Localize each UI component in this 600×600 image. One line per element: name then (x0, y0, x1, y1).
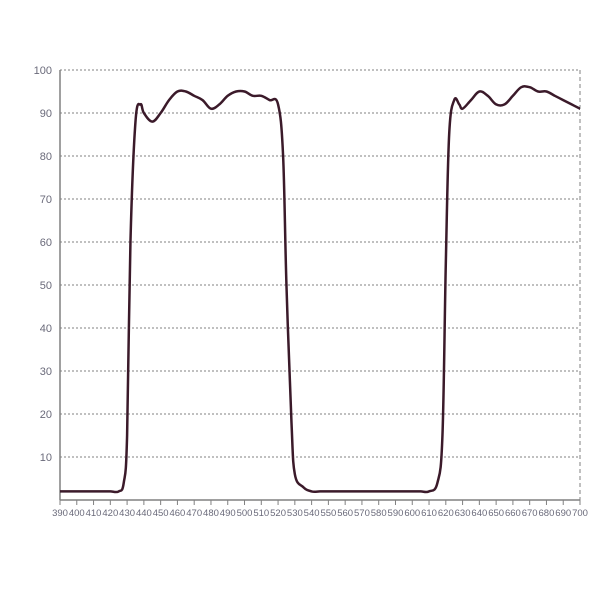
x-tick-label: 410 (86, 508, 102, 519)
y-tick-label: 90 (40, 108, 52, 120)
x-tick-label: 500 (237, 508, 253, 519)
y-tick-label: 60 (40, 237, 52, 249)
x-tick-label: 420 (102, 508, 118, 519)
x-tick-label: 630 (455, 508, 471, 519)
x-tick-label: 600 (404, 508, 420, 519)
y-tick-label: 20 (40, 409, 52, 421)
x-tick-label: 440 (136, 508, 152, 519)
x-tick-label: 540 (304, 508, 320, 519)
x-tick-label: 450 (153, 508, 169, 519)
x-tick-label: 620 (438, 508, 454, 519)
x-tick-label: 650 (488, 508, 504, 519)
x-tick-label: 480 (203, 508, 219, 519)
x-tick-label: 510 (253, 508, 269, 519)
y-tick-label: 40 (40, 323, 52, 335)
x-tick-label: 550 (320, 508, 336, 519)
x-tick-label: 570 (354, 508, 370, 519)
x-tick-label: 470 (186, 508, 202, 519)
x-tick-label: 640 (471, 508, 487, 519)
y-tick-label: 50 (40, 280, 52, 292)
x-tick-label: 700 (572, 508, 588, 519)
x-tick-label: 660 (505, 508, 521, 519)
x-tick-label: 460 (169, 508, 185, 519)
transmission-line-chart: 1020304050607080901003904004104204304404… (0, 0, 600, 600)
x-tick-label: 560 (337, 508, 353, 519)
y-tick-label: 100 (34, 65, 52, 77)
x-tick-label: 670 (522, 508, 538, 519)
x-tick-label: 590 (388, 508, 404, 519)
chart-container: 1020304050607080901003904004104204304404… (0, 0, 600, 600)
x-tick-label: 580 (371, 508, 387, 519)
y-tick-label: 10 (40, 452, 52, 464)
x-tick-label: 400 (69, 508, 85, 519)
x-tick-label: 430 (119, 508, 135, 519)
y-tick-label: 30 (40, 366, 52, 378)
x-tick-label: 530 (287, 508, 303, 519)
y-tick-label: 80 (40, 151, 52, 163)
x-tick-label: 490 (220, 508, 236, 519)
x-tick-label: 610 (421, 508, 437, 519)
y-tick-label: 70 (40, 194, 52, 206)
x-tick-label: 690 (555, 508, 571, 519)
x-tick-label: 390 (52, 508, 68, 519)
x-tick-label: 520 (270, 508, 286, 519)
x-tick-label: 680 (539, 508, 555, 519)
